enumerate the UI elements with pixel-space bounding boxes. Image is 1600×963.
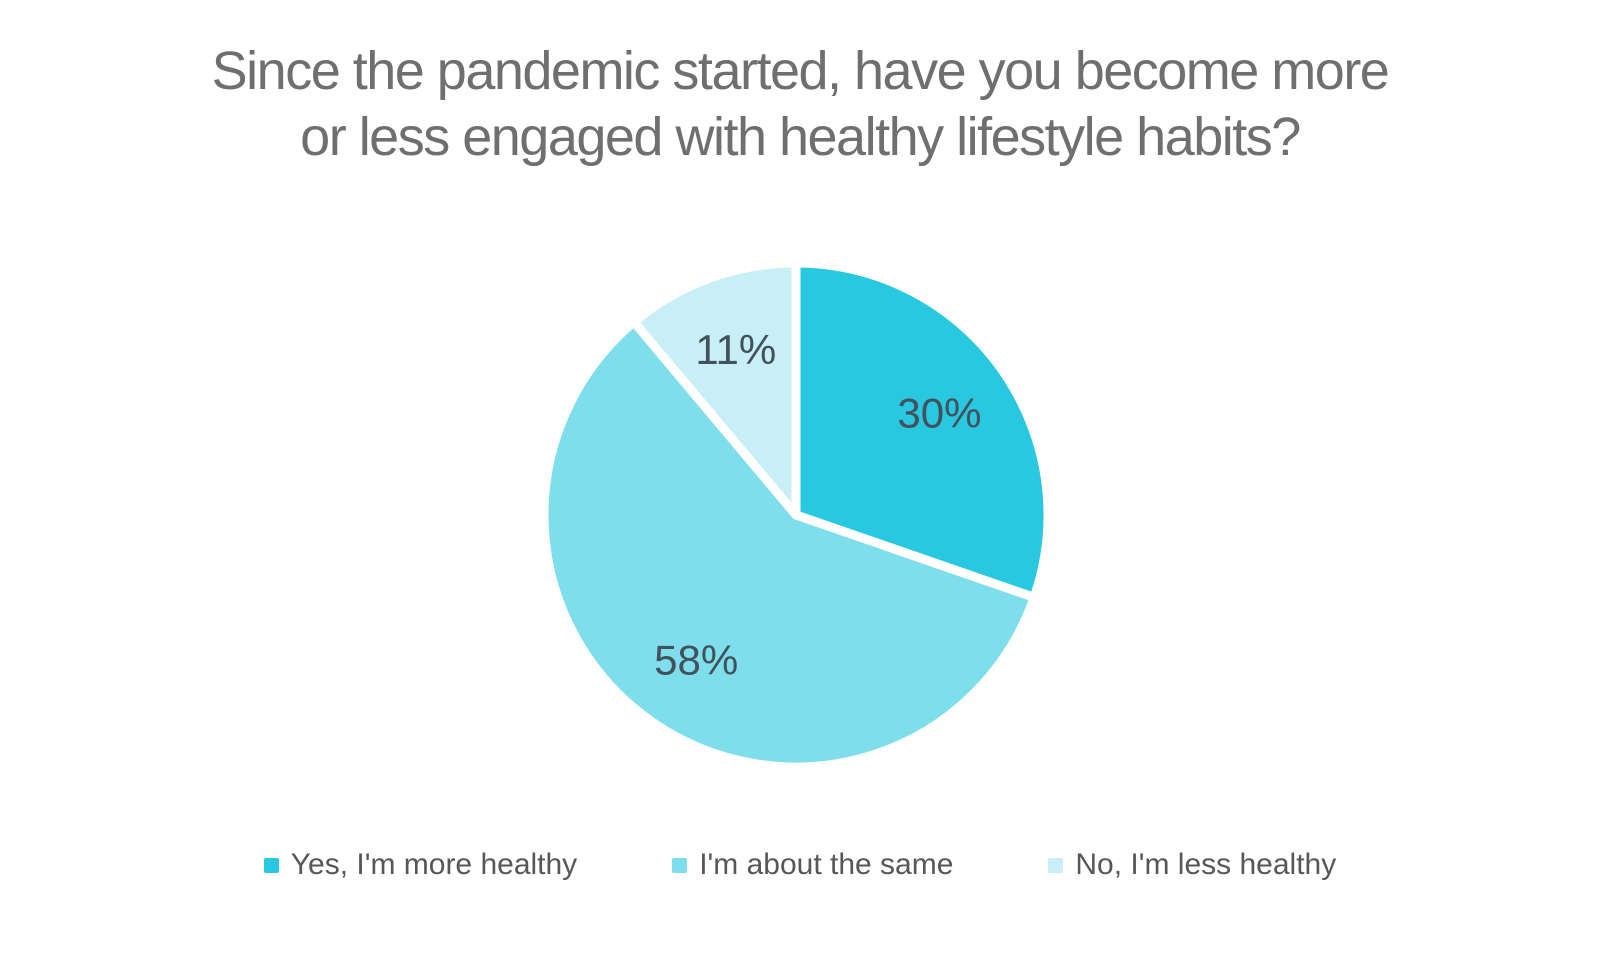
- pie-slice-1: [791, 258, 1053, 602]
- legend-label-about-same: I'm about the same: [699, 848, 954, 881]
- chart-legend: Yes, I'm more healthy I'm about the same…: [0, 848, 1600, 882]
- legend-swatch-less-healthy: [1048, 857, 1064, 873]
- pie-slice-3: [629, 258, 801, 520]
- legend-label-more-healthy: Yes, I'm more healthy: [290, 848, 578, 881]
- pie-slice-label-1: 30%: [897, 389, 981, 436]
- legend-swatch-more-healthy: [263, 857, 279, 873]
- chart-title-line2: or less engaged with healthy lifestyle h…: [300, 107, 1301, 167]
- legend-item-less-healthy: No, I'm less healthy: [1048, 848, 1336, 882]
- legend-item-more-healthy: Yes, I'm more healthy: [263, 848, 578, 882]
- pie-svg: 30% 58% 11%: [539, 258, 1053, 772]
- legend-label-less-healthy: No, I'm less healthy: [1075, 848, 1337, 881]
- pie-slice-label-3: 11%: [695, 326, 776, 373]
- pie-slice-label-2: 58%: [654, 637, 738, 684]
- chart-title: Since the pandemic started, have you bec…: [0, 38, 1600, 170]
- legend-item-about-same: I'm about the same: [672, 848, 953, 882]
- chart-title-line1: Since the pandemic started, have you bec…: [211, 41, 1390, 101]
- legend-swatch-about-same: [672, 857, 688, 873]
- pie-slice-2: [539, 317, 1039, 772]
